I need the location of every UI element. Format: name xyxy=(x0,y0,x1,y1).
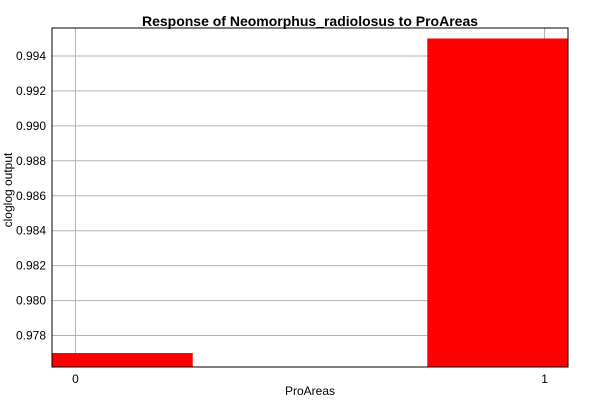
tick-labels: 0.978 0.980 0.982 0.984 0.986 0.988 0.990 0.992… xyxy=(16,49,548,386)
y-tick-label: 0.994 xyxy=(16,49,46,63)
bar-1 xyxy=(427,38,568,367)
bars xyxy=(52,38,568,367)
plot-frame xyxy=(51,27,569,368)
y-tick-label: 0.990 xyxy=(16,119,46,133)
x-tick-label: 1 xyxy=(541,372,548,386)
y-tick-label: 0.988 xyxy=(16,154,46,168)
y-tick-label: 0.982 xyxy=(16,259,46,273)
y-tick-label: 0.992 xyxy=(16,84,46,98)
y-tick-label: 0.978 xyxy=(16,329,46,343)
chart-title: Response of Neomorphus_radiolosus to Pro… xyxy=(142,13,478,29)
y-tick-label: 0.980 xyxy=(16,294,46,308)
x-axis-label: ProAreas xyxy=(285,384,335,398)
y-tick-label: 0.984 xyxy=(16,224,46,238)
y-tick-label: 0.986 xyxy=(16,189,46,203)
bar-0 xyxy=(52,353,193,367)
x-tick-label: 0 xyxy=(72,372,79,386)
y-axis-label: cloglog output xyxy=(1,152,15,227)
